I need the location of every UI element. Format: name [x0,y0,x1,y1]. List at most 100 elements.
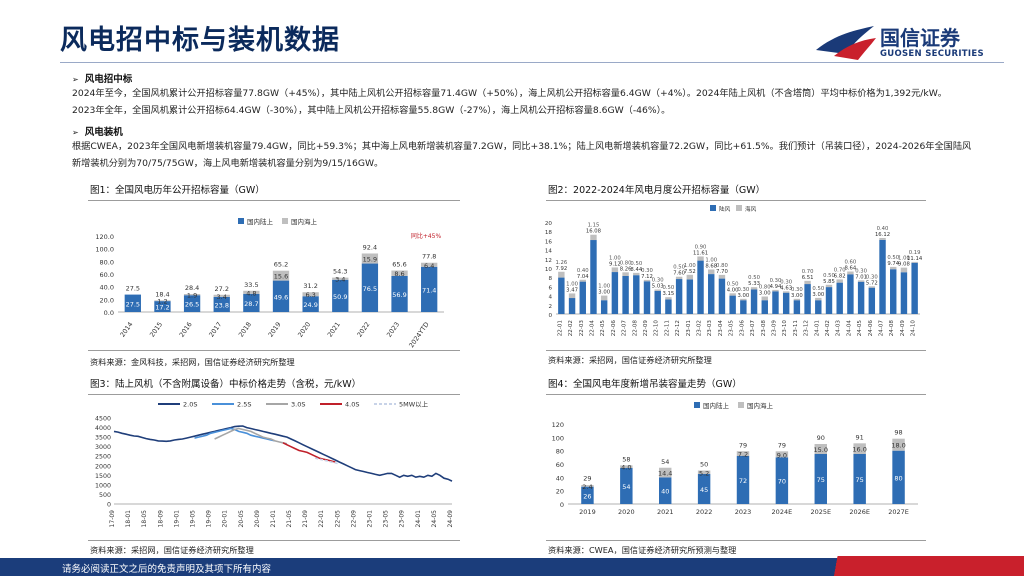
bar-label-offshore: 15.0 [814,446,828,454]
bar-segment-onshore [697,260,704,314]
bar-label-offshore: 0.90 [695,244,707,250]
bar-segment-onshore [558,277,565,314]
y-tick-label: 120 [552,421,564,429]
bar-segment-onshore [772,291,779,314]
bar-segment-offshore [558,271,565,278]
bar-label-offshore: 15.9 [363,256,377,264]
bar-segment-offshore [332,277,349,280]
x-tick-label: 22-01 [557,320,563,337]
bar-segment-offshore [804,280,811,285]
bar-segment-offshore [793,298,801,301]
x-tick-label: 23-05 [729,320,735,337]
x-tick-label: 23-05 [383,510,390,528]
y-tick-label: 0.0 [104,309,114,317]
bar-label-total: 65.2 [274,261,288,269]
section1-line: 2024年至今，全国风机累计公开招标容量77.8GW（+45%），其中陆上风机公… [72,88,947,99]
footer-disclaimer: 请务必阅读正文之后的免责声明及其项下所有内容 [62,564,272,575]
y-tick-label: 2 [548,304,552,310]
fig3-top-rule [88,394,460,395]
bar-segment-offshore [154,300,171,302]
fig4-bottom-rule [546,540,926,541]
bar-segment-offshore [590,234,597,241]
bar-label-onshore: 56.9 [392,291,406,299]
y-tick-label: 2500 [95,454,111,461]
y-tick-label: 20 [545,221,553,227]
x-tick-label: 24-04 [846,320,852,337]
x-tick-label: 23-03 [707,320,713,337]
x-tick-label: 23-06 [739,320,745,337]
x-tick-label: 24-08 [889,320,895,337]
bar-segment-offshore [782,291,790,293]
bar-label-offshore: 3.4 [335,276,345,284]
fig1-source: 资料来源：金风科技，采招网，国信证券经济研究所整理 [90,357,295,367]
section2-heading-text: 风电装机 [84,127,123,138]
fig3-bottom-rule [88,540,460,541]
bar-segment-onshore [782,292,790,314]
legend-label: 国内海上 [291,217,318,226]
bar-segment-offshore [611,267,619,273]
bar-segment-offshore [697,256,704,261]
bar-segment-offshore [421,262,438,267]
fig4-source: 资料来源：CWEA，国信证券经济研究所预测与整理 [548,545,737,555]
guosen-logo-icon [816,26,876,60]
bar-segment-onshore [761,300,768,314]
bar-label-onshore: 9.12 [609,261,621,267]
section2-body: 根据CWEA，2023年全国风电新增装机容量79.4GW，同比+59.3%；其中… [72,138,1002,172]
logo-en-text: GUOSEN SECURITIES [880,49,984,59]
bar-label-onshore: 7.01 [855,274,867,280]
bar-segment-onshore [633,275,640,314]
bar-label-offshore: 1.00 [684,263,696,269]
x-tick-label: 23-09 [771,320,777,337]
legend-label: 国内陆上 [247,217,274,226]
bar-label-onshore: 3.47 [566,287,578,293]
bar-label-onshore: 75 [817,476,825,484]
x-tick-label: 2023 [735,508,752,516]
y-tick-label: 0 [107,502,111,509]
y-tick-label: 8 [548,276,552,282]
bar-segment-onshore [729,295,736,314]
x-tick-label: 24-05 [431,510,438,528]
bar-label-offshore: 1.00 [609,255,621,261]
bar-segment-offshore [272,270,290,281]
bar-label-total: 79 [739,441,747,449]
bar-label-onshore: 26 [583,492,591,500]
bar-label-total: 92.4 [363,243,377,251]
y-tick-label: 4 [548,295,552,301]
x-tick-label: 2019 [267,321,283,339]
series-line-5MW以上 [315,457,340,465]
bar-label-total: 27.5 [126,285,140,293]
legend-label: 海风 [745,205,757,213]
bar-label-offshore: 1.26 [555,260,567,266]
x-tick-label: 22-12 [675,320,681,336]
x-tick-label: 23-01 [367,510,374,528]
legend-label: 3.0S [291,401,305,409]
bar-segment-onshore [659,477,672,504]
x-tick-label: 20-01 [222,510,229,528]
series-line-2.0S [113,425,453,482]
section1-heading: ➢ 风电招中标 [72,74,133,85]
bar-label-offshore: 0.50 [727,281,739,287]
bar-segment-offshore [302,292,319,297]
bar-segment-offshore [772,289,779,292]
fig1-top-rule [88,200,460,201]
bar-label-onshore: 6.82 [834,273,846,279]
y-tick-label: 12 [545,258,552,264]
bar-label-offshore: 9.0 [777,451,787,459]
bar-segment-offshore [892,438,905,451]
bar-segment-onshore [890,269,897,314]
bar-label-onshore: 9.74 [887,261,899,267]
bar-segment-onshore [740,300,747,314]
bar-label-onshore: 7.60 [673,271,685,277]
bar-label-offshore: 0.50 [673,265,685,271]
x-tick-label: 17-09 [109,510,116,528]
bar-segment-offshore [183,294,201,296]
logo-cn-text: 国信证券 [880,26,960,50]
bar-segment-onshore [600,300,608,314]
x-tick-label: 24-06 [868,320,874,337]
section2-line: 根据CWEA，2023年全国风电新增装机容量79.4GW，同比+59.3%；其中… [72,141,972,152]
y-tick-label: 20.0 [100,296,114,304]
bar-label-offshore: 1.00 [566,281,578,287]
bar-label-offshore: 3.4 [217,293,227,301]
bar-segment-offshore [600,295,608,301]
bar-label-total: 90 [817,434,825,442]
